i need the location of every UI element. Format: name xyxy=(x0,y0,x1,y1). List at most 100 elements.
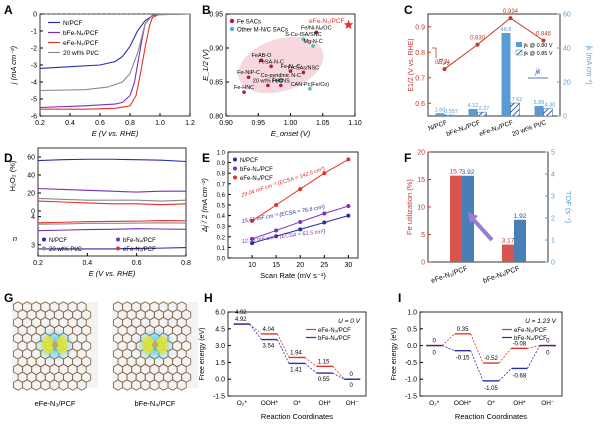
legend-entry: N/PCF xyxy=(63,20,83,27)
y-tick-label: -4 xyxy=(31,80,37,87)
energy-value-label: 0.35 xyxy=(457,327,469,333)
x-category-label: 20 wt% Pt/C xyxy=(511,119,547,138)
data-point xyxy=(250,241,255,246)
e12-point xyxy=(508,16,513,21)
bar-fe-utilization xyxy=(502,244,514,262)
x-axis-label: Scan Rate (mV s⁻¹) xyxy=(260,271,326,280)
legend-marker-fe xyxy=(229,18,235,24)
bar-tof xyxy=(462,175,474,262)
e12-point xyxy=(442,67,447,72)
energy-connector xyxy=(277,333,290,358)
bar-value-label: 4.30 xyxy=(545,103,556,109)
x-tick-label: 0.8 xyxy=(181,260,191,267)
data-point-star xyxy=(343,19,354,29)
y-tick-label: -3 xyxy=(31,63,37,70)
e12-value-label: 0.846 xyxy=(536,32,552,38)
panel-D: 0.2 0.4 0.6 0.8 0 20 40 60 3 4 E (V vs. RHE) H₂O₂ (… xyxy=(8,147,191,278)
y-tick-label: 20 xyxy=(27,191,35,198)
legend-entry: jk @ 0.85 V xyxy=(523,51,553,57)
point-label: Fe-SAs/NSC xyxy=(288,65,320,71)
y-tick-label: 4.5 xyxy=(215,326,225,333)
y-tick-label: -1 xyxy=(31,29,37,36)
energy-series-1: 0 -0.15 -1.05 -0.68 0 xyxy=(426,344,556,392)
x-axis-label: E (V vs. RHE) xyxy=(92,129,139,138)
data-point xyxy=(250,236,255,241)
y-axis-label: j (mA cm⁻²) xyxy=(9,45,18,85)
x-category-label: bFe-N₄/PCF xyxy=(445,119,481,138)
lattice-hexagon xyxy=(76,379,87,391)
y-tick-label: -1.5 xyxy=(405,394,417,401)
step-label: OH⁻ xyxy=(541,400,555,407)
series-line-2 xyxy=(40,13,190,110)
x-tick-label: 0.95 xyxy=(251,120,265,127)
x-axis-label: E (V vs. RHE) xyxy=(89,269,136,278)
y-tick-label: 0.6 xyxy=(217,193,226,199)
energy-value-label: 0 xyxy=(546,339,550,345)
legend-entry: eFe-N₃/PCF xyxy=(240,176,273,182)
y-tick-label: 3 xyxy=(31,242,35,249)
legend-marker-other xyxy=(229,26,235,32)
y-tick-label: 5 xyxy=(421,232,425,239)
point-label: Fe/Ni-Nₓ/OC xyxy=(301,25,332,31)
energy-connector xyxy=(442,345,455,352)
panel-H: 6.0 4.5 3.0 1.5 0.0 -1.5 Reaction Coordinates F… xyxy=(199,310,367,421)
data-point xyxy=(314,30,319,35)
potential-label: U = 0 V xyxy=(338,318,361,325)
data-point xyxy=(346,157,351,162)
energy-value-label: 4.04 xyxy=(263,327,275,333)
x-tick-label: 1.2 xyxy=(185,120,195,127)
point-label: 20 wt% Pt/C xyxy=(253,78,283,84)
y2-axis-label: TOF (s⁻¹) xyxy=(564,191,573,224)
y-tick-label: -1.0 xyxy=(405,377,417,384)
panel-C: 0.6 0.7 0.8 0.9 0 20 40 60 E1/2 (V vs. RHE) jk (m… xyxy=(408,9,592,138)
panel-E: 10 15 20 25 30 0.0 0.1 0.2 0.3 0.4 0.5 0.6 0.7 0.8 0.9… xyxy=(200,151,359,280)
y-tick-label: 1.0 xyxy=(217,151,226,157)
data-point xyxy=(298,227,303,232)
data-point xyxy=(301,70,306,75)
x-tick-label: 0.4 xyxy=(82,260,92,267)
n-line-1 xyxy=(37,228,187,232)
energy-value-label: 0 xyxy=(433,339,437,345)
plot-frame xyxy=(427,13,561,117)
legend-entry: bFe-N₄/PCF xyxy=(514,336,547,342)
energy-value-label: 0 xyxy=(433,351,437,357)
y-tick-label: 0.0 xyxy=(217,257,226,263)
h2o2-line-1 xyxy=(37,187,186,193)
data-point xyxy=(279,78,283,82)
bar-value-label: 3.92 xyxy=(462,169,475,176)
x-axis-label: Reaction Coordinates xyxy=(455,412,527,421)
point-label: FeCNS xyxy=(272,78,290,84)
energy-connector xyxy=(249,323,262,335)
energy-value-label: -1.05 xyxy=(484,386,498,392)
bar-value-label: 5.89 xyxy=(534,100,545,106)
charge-density-yellow xyxy=(142,336,154,354)
x-tick-label: 30 xyxy=(344,262,352,269)
x-tick-label: 20 xyxy=(296,262,304,269)
y-tick-label: -5 xyxy=(31,97,37,104)
x-tick-label: 15 xyxy=(272,262,280,269)
panel-G: eFe-N₃/PCF bFe-N₄/PCF xyxy=(12,301,198,408)
y-tick-label: 0.95 xyxy=(209,12,223,19)
bar-jk-085 xyxy=(444,114,454,117)
bar-jk-085 xyxy=(510,102,520,117)
y-tick-label: -2 xyxy=(31,46,37,53)
step-label: OH⁻ xyxy=(346,400,360,407)
bar-tof xyxy=(514,219,526,262)
x-tick-label: 0.90 xyxy=(219,120,233,127)
data-point xyxy=(308,87,312,91)
legend-entry: eFe-N₃/PCF xyxy=(318,328,351,334)
legend-entry: 20 wt% Pt/C xyxy=(49,247,83,253)
panel-letter-c: C xyxy=(404,3,413,17)
bar-value-label: 1.60 xyxy=(435,107,446,113)
point-label: FeSA-N-C xyxy=(258,59,283,65)
data-point xyxy=(346,213,351,218)
y-tick-label: 0.8 xyxy=(217,172,226,178)
energy-connector xyxy=(498,368,512,382)
legend-entry: Fe SACs xyxy=(237,20,261,26)
y2-tick-label: 20 xyxy=(563,80,571,87)
series-line-3 xyxy=(39,13,191,92)
bar-jk-085 xyxy=(477,111,487,117)
data-point xyxy=(311,44,315,48)
energy-value-label: 1.41 xyxy=(290,367,302,373)
